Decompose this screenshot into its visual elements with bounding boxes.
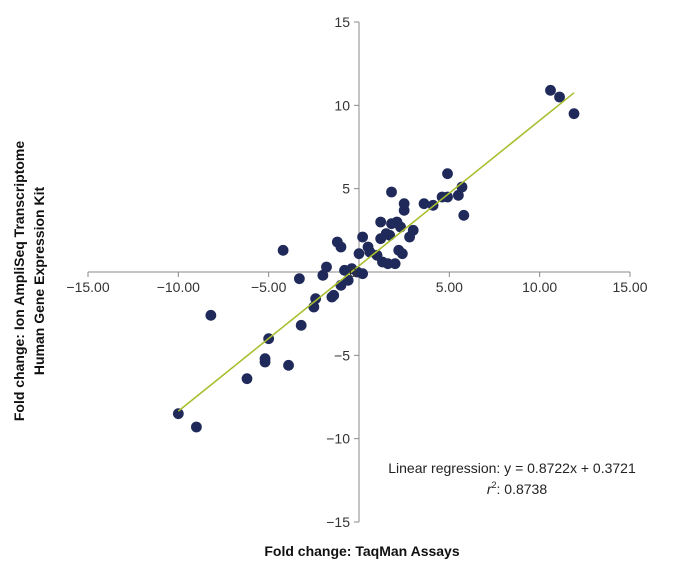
x-tick-label: 5.00: [436, 279, 463, 295]
data-point: [357, 231, 369, 243]
data-point: [384, 229, 396, 241]
data-point: [404, 231, 415, 243]
data-point: [568, 108, 580, 120]
data-point: [353, 248, 365, 260]
data-point: [335, 279, 347, 291]
x-tick-label: 10.00: [522, 279, 557, 295]
data-point: [293, 273, 305, 285]
data-point: [357, 268, 369, 280]
data-point: [259, 356, 271, 368]
y-axis-title-line-1: Fold change: Ion AmpliSeq Transcriptome: [11, 141, 27, 422]
y-tick-label: −15: [326, 514, 350, 530]
data-point: [321, 261, 332, 273]
x-tick-label: −10.00: [157, 279, 200, 295]
r-squared-annotation: r2: 0.8738: [487, 480, 548, 497]
data-point: [545, 84, 556, 96]
data-point: [396, 248, 408, 260]
data-point: [395, 221, 406, 233]
regression-equation: Linear regression: y = 0.8722x + 0.3721: [388, 460, 636, 476]
data-point: [335, 241, 347, 253]
data-point: [418, 198, 430, 210]
r-squared-exponent: 2: [492, 480, 497, 490]
data-point: [389, 258, 401, 270]
y-axis-ticks: 15 10 5 −5 −10 −15: [326, 14, 359, 530]
x-axis-title: Fold change: TaqMan Assays: [264, 543, 459, 559]
data-point: [442, 191, 453, 203]
data-point: [452, 189, 464, 201]
r-squared-symbol: r: [487, 481, 493, 497]
data-point: [442, 168, 453, 180]
data-point: [283, 359, 294, 371]
data-point: [375, 233, 387, 245]
x-tick-label: −15.00: [66, 279, 109, 295]
y-tick-label: 5: [342, 181, 350, 197]
y-tick-label: −10: [326, 431, 350, 447]
data-point: [191, 421, 202, 433]
data-point: [398, 204, 410, 216]
x-axis-ticks: −15.00 −10.00 −5.00 5.00 10.00 15.00: [66, 272, 648, 295]
data-point: [277, 244, 289, 256]
y-tick-label: 15: [334, 14, 350, 30]
origin-label: 0: [349, 264, 357, 280]
regression-line: [177, 92, 575, 412]
data-point: [310, 293, 322, 305]
data-point: [375, 216, 387, 228]
data-point: [554, 91, 565, 103]
data-points: [172, 84, 580, 433]
data-point: [205, 309, 217, 321]
x-tick-label: 15.00: [612, 279, 647, 295]
y-axis-title-line-2: Human Gene Expression Kit: [31, 187, 47, 376]
data-point: [172, 408, 184, 420]
data-point: [308, 301, 320, 313]
data-point: [295, 319, 307, 331]
data-point: [386, 186, 397, 198]
y-tick-label: −5: [334, 347, 350, 363]
y-tick-label: 10: [334, 97, 350, 113]
data-point: [458, 209, 470, 221]
data-point: [317, 269, 329, 281]
r-squared-value: : 0.8738: [497, 481, 548, 497]
data-point: [326, 291, 338, 303]
data-point: [241, 373, 253, 385]
data-point: [386, 218, 397, 230]
x-tick-label: −5.00: [251, 279, 287, 295]
